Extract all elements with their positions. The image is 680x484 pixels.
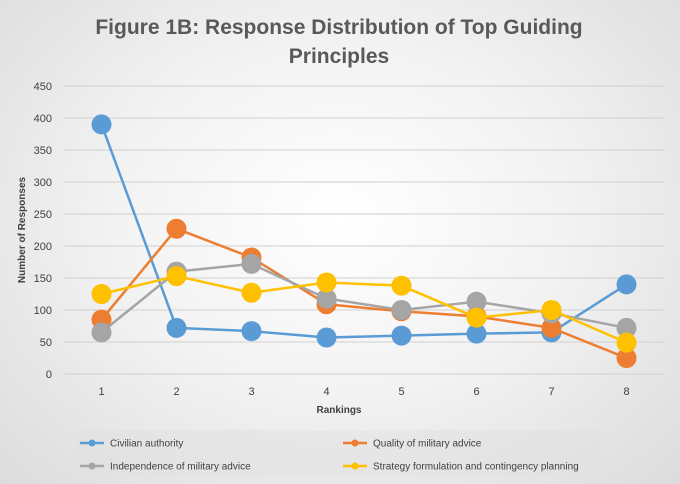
data-point [91, 284, 112, 304]
x-tick-label: 4 [323, 386, 329, 398]
legend-box [75, 430, 600, 476]
data-point [316, 327, 337, 348]
data-point [316, 288, 337, 309]
data-point [616, 332, 637, 353]
legend-label: Quality of military advice [373, 439, 482, 450]
series-layer [91, 114, 637, 368]
legend-marker [351, 439, 359, 447]
y-axis-title: Number of Responses [17, 176, 28, 283]
data-point [616, 274, 637, 295]
chart-title-line-2: Principles [289, 45, 389, 68]
x-axis-title: Rankings [316, 405, 361, 416]
data-point [391, 300, 412, 320]
data-point [541, 300, 562, 320]
data-point [166, 218, 187, 239]
data-point [166, 266, 187, 287]
legend-marker [88, 439, 96, 447]
series-4 [91, 266, 637, 353]
x-tick-label: 2 [173, 386, 179, 398]
legend-label: Independence of military advice [110, 462, 251, 473]
legend-marker [351, 462, 359, 470]
data-point [241, 321, 262, 342]
legend-item-4: Strategy formulation and contingency pla… [343, 462, 579, 473]
x-tick-label: 1 [98, 386, 104, 398]
y-tick-label: 400 [34, 113, 52, 125]
y-tick-label: 300 [34, 177, 52, 189]
legend-item-1: Civilian authority [80, 439, 183, 450]
x-axis-ticks: 1 2 3 4 5 6 7 8 [98, 386, 629, 398]
data-point [91, 322, 112, 343]
data-point [541, 317, 562, 338]
y-tick-label: 0 [46, 369, 52, 381]
series-line [100, 123, 628, 339]
y-tick-label: 250 [34, 209, 52, 221]
data-point [241, 253, 262, 274]
series-line [101, 274, 627, 344]
y-tick-label: 350 [34, 145, 52, 157]
legend-label: Civilian authority [110, 439, 183, 450]
legend-label: Strategy formulation and contingency pla… [373, 462, 579, 473]
data-point [91, 114, 112, 135]
legend-item-2: Quality of military advice [343, 439, 482, 450]
data-point [616, 317, 637, 338]
data-point [391, 325, 412, 346]
data-point [466, 323, 487, 344]
series-2 [91, 218, 637, 368]
y-tick-label: 200 [34, 241, 52, 253]
data-point [166, 317, 187, 338]
y-tick-label: 150 [34, 273, 52, 285]
x-tick-label: 3 [248, 386, 254, 398]
legend-marker [88, 462, 96, 470]
data-point [241, 282, 262, 303]
data-point [466, 307, 487, 328]
legend-item-3: Independence of military advice [80, 462, 251, 473]
y-tick-label: 450 [34, 81, 52, 93]
data-point [466, 291, 487, 312]
series-line [100, 227, 627, 360]
x-tick-label: 7 [548, 386, 554, 398]
legend: Civilian authority Quality of military ad… [75, 430, 600, 476]
y-axis-ticks: 0 50 100 150 200 250 300 350 400 450 [34, 81, 52, 381]
chart-title-line-1: Figure 1B: Response Distribution of Top … [95, 16, 582, 39]
data-point [316, 272, 337, 293]
x-tick-label: 6 [473, 386, 479, 398]
x-tick-label: 8 [623, 386, 629, 398]
y-tick-label: 50 [40, 337, 52, 349]
gridlines [64, 85, 664, 375]
data-point [391, 275, 412, 296]
data-point [616, 348, 637, 368]
x-tick-label: 5 [398, 386, 404, 398]
y-tick-label: 100 [34, 305, 52, 317]
